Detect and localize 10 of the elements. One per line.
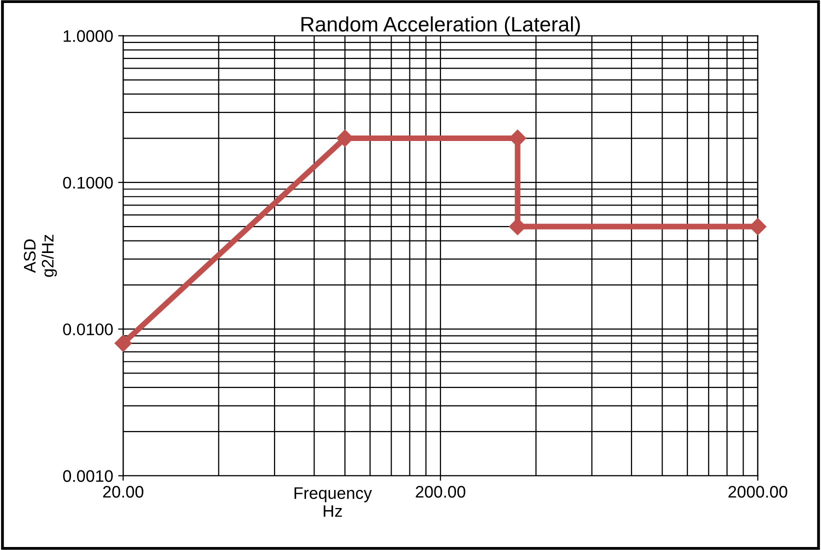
x-tick-label: 2000.00	[728, 486, 788, 498]
y-axis-title: ASD g2/Hz	[24, 234, 57, 277]
y-tick-label: 0.1000	[63, 176, 113, 189]
y-tick-label: 0.0100	[63, 323, 113, 336]
x-tick-label: 200.00	[416, 486, 466, 498]
y-tick-label: 0.0010	[63, 470, 113, 482]
x-tick-label: 20.00	[103, 486, 144, 498]
chart-title: Random Acceleration (Lateral)	[301, 16, 580, 36]
x-axis-title: Frequency Hz	[294, 487, 372, 517]
y-tick-label: 1.0000	[64, 30, 113, 42]
